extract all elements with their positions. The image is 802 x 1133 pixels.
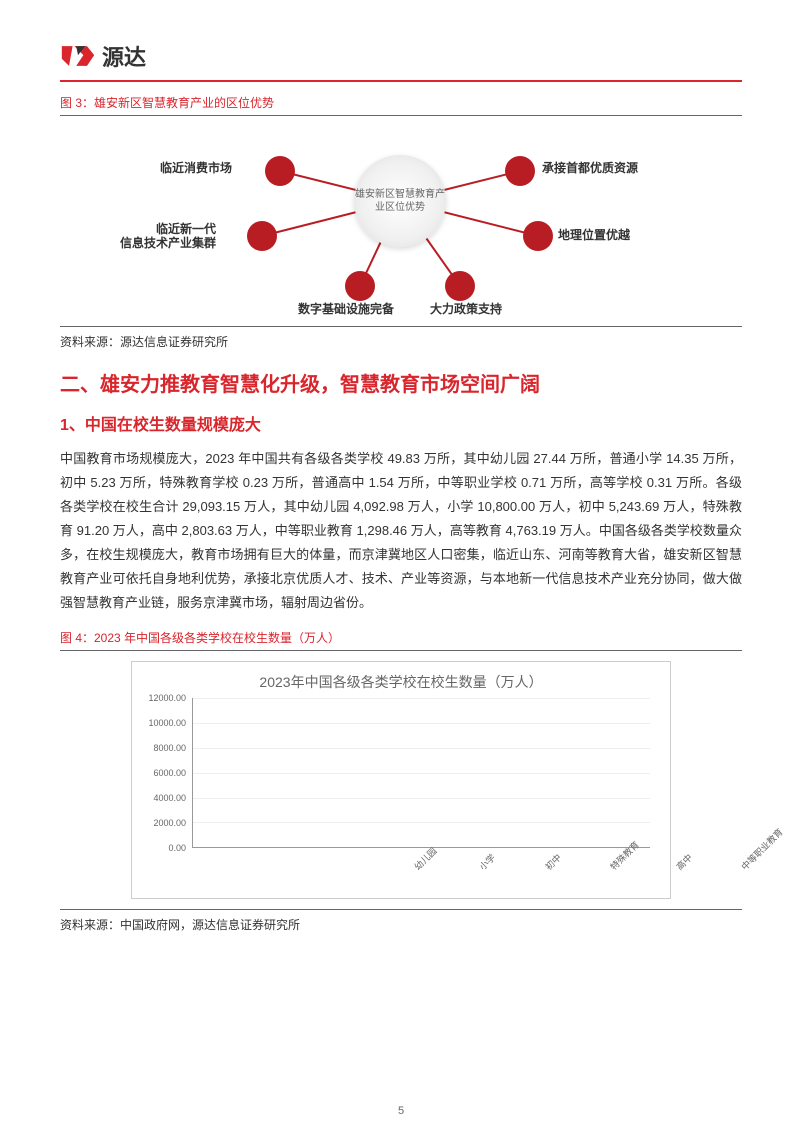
diagram-node-2: [345, 271, 375, 301]
y-tick-label: 4000.00: [153, 793, 186, 803]
diagram-label-5: 承接首都优质资源: [542, 161, 638, 175]
figure4-caption: 图 4：2023 年中国各级各类学校在校生数量（万人）: [60, 629, 742, 651]
diagram-center-label: 雄安新区智慧教育产业区位优势: [354, 188, 446, 214]
diagram-node-1: [247, 221, 277, 251]
chart-plot-area: 0.00 2000.00 4000.00 6000.00 8000.00 10000.00…: [132, 698, 670, 898]
chart-y-axis: 0.002000.004000.006000.008000.0010000.00…: [132, 698, 192, 848]
section-heading-2: 1、中国在校生数量规模庞大: [60, 411, 742, 435]
chart-title: 2023年中国各级各类学校在校生数量（万人）: [132, 662, 670, 698]
x-tick-label: 中等职业教育: [738, 818, 802, 900]
figure4-chart: 2023年中国各级各类学校在校生数量（万人） 0.00 2000.00 4000.0…: [131, 661, 671, 899]
logo-text: 源达: [102, 40, 146, 72]
page-number: 5: [398, 1105, 404, 1117]
diagram-label-2: 数字基础设施完备: [298, 302, 394, 316]
figure3-diagram: 雄安新区智慧教育产业区位优势 临近消费市场 临近新一代信息技术产业集群 数字基础…: [60, 126, 742, 316]
diagram-node-4: [523, 221, 553, 251]
diagram-label-3: 大力政策支持: [430, 302, 502, 316]
y-tick-label: 8000.00: [153, 743, 186, 753]
y-tick-label: 6000.00: [153, 768, 186, 778]
y-tick-label: 0.00: [168, 843, 186, 853]
y-tick-label: 2000.00: [153, 818, 186, 828]
logo-icon: [60, 42, 96, 70]
chart-x-labels: 幼儿园小学初中特殊教育高中中等职业教育高等教育: [192, 848, 650, 898]
diagram-label-0: 临近消费市场: [160, 161, 232, 175]
figure3-source: 资料来源：源达信息证券研究所: [60, 326, 742, 350]
logo: 源达: [60, 40, 146, 72]
diagram-node-3: [445, 271, 475, 301]
y-tick-label: 12000.00: [148, 693, 186, 703]
section-heading-1: 二、雄安力推教育智慧化升级，智慧教育市场空间广阔: [60, 368, 742, 397]
diagram-label-4: 地理位置优越: [558, 228, 630, 242]
figure4-source: 资料来源：中国政府网，源达信息证券研究所: [60, 909, 742, 933]
diagram-label-1: 临近新一代信息技术产业集群: [120, 222, 216, 251]
y-tick-label: 10000.00: [148, 718, 186, 728]
section-body: 中国教育市场规模庞大，2023 年中国共有各级各类学校 49.83 万所，其中幼…: [60, 447, 742, 615]
diagram-center-node: 雄安新区智慧教育产业区位优势: [354, 155, 446, 247]
page-header: 源达: [60, 40, 742, 82]
diagram-node-0: [265, 156, 295, 186]
diagram-node-5: [505, 156, 535, 186]
figure3-caption: 图 3：雄安新区智慧教育产业的区位优势: [60, 94, 742, 116]
